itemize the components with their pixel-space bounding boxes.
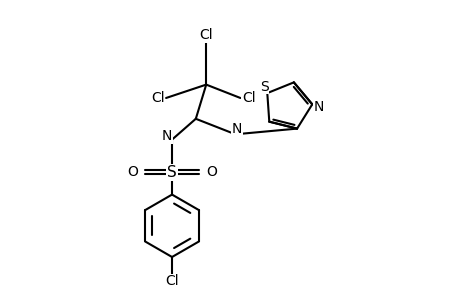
Text: N: N (313, 100, 323, 114)
Text: Cl: Cl (151, 91, 164, 105)
Text: Cl: Cl (165, 274, 179, 288)
Text: S: S (167, 165, 177, 180)
Text: N: N (231, 122, 241, 136)
Text: O: O (127, 165, 138, 179)
Text: Cl: Cl (199, 28, 213, 42)
Text: O: O (205, 165, 216, 179)
Text: Cl: Cl (241, 91, 255, 105)
Text: S: S (259, 80, 268, 94)
Text: N: N (161, 129, 172, 143)
